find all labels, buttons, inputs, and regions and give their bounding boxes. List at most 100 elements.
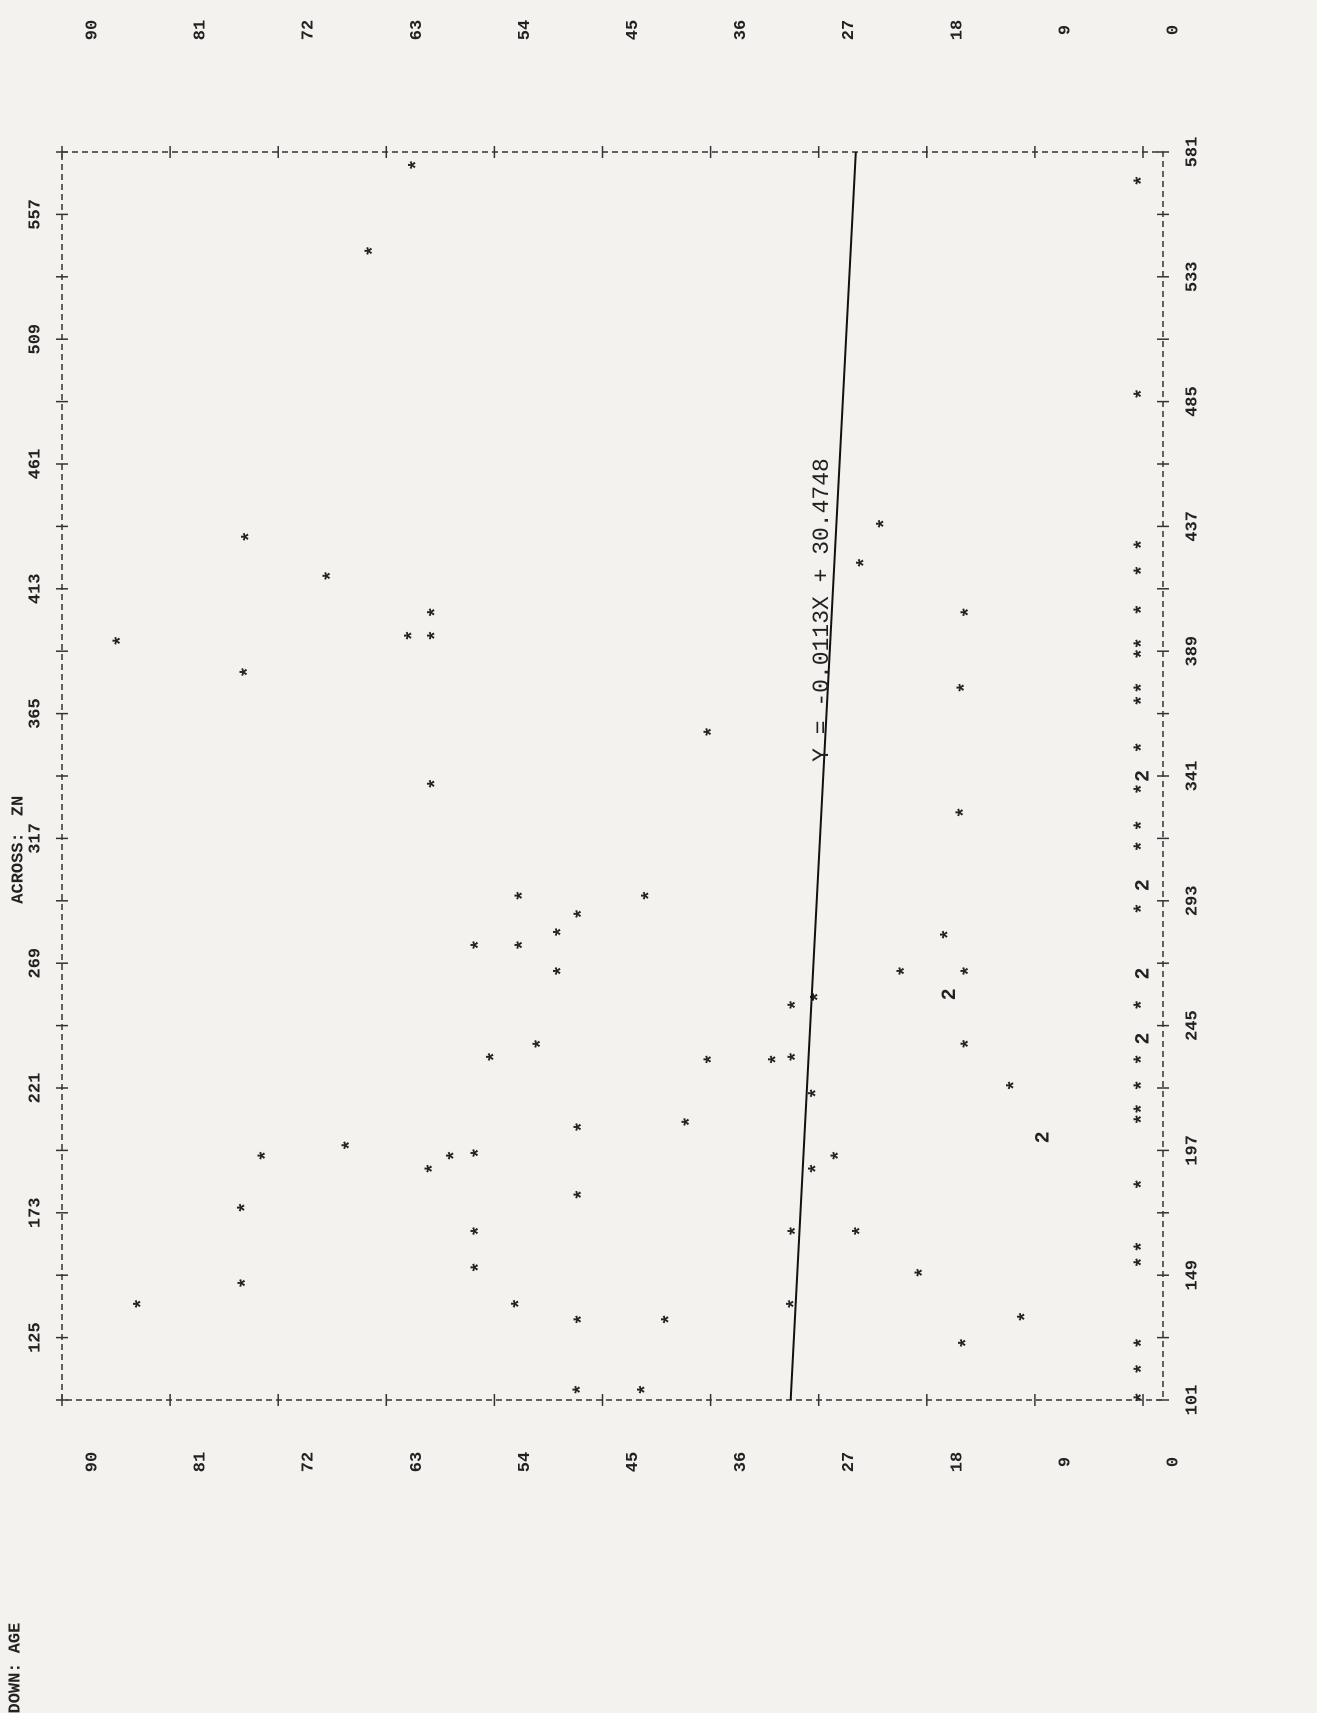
point: * <box>1132 903 1155 915</box>
x-tick-label: 221 <box>26 1073 45 1104</box>
y-tick-label: 72 <box>300 1452 319 1472</box>
point: * <box>1132 682 1155 694</box>
point: * <box>469 1147 492 1159</box>
point: * <box>702 1053 725 1065</box>
point: 2 <box>1132 1033 1155 1045</box>
point: * <box>514 939 537 951</box>
x-tick-label: 365 <box>26 698 45 729</box>
point: * <box>485 1051 508 1063</box>
point: * <box>896 965 919 977</box>
chart: ACROSS: ZN DOWN: AGE 1011251491731972212… <box>0 0 1317 1713</box>
x-tick-label: 269 <box>26 948 45 979</box>
y-tick-label: 27 <box>840 1452 859 1472</box>
point: * <box>1132 175 1155 187</box>
x-tick-label: 581 <box>1183 137 1202 168</box>
point: * <box>1132 1079 1155 1091</box>
point: * <box>959 965 982 977</box>
point: * <box>132 1298 155 1310</box>
y-tick-label: 0 <box>1164 1457 1183 1467</box>
point: * <box>445 1150 468 1162</box>
x-tick-label: 101 <box>1183 1385 1202 1416</box>
point: * <box>1132 1178 1155 1190</box>
point: * <box>573 908 596 920</box>
x-tick-label: 317 <box>26 823 45 854</box>
point: * <box>956 682 979 694</box>
x-tick-label: 461 <box>26 449 45 480</box>
point: * <box>510 1298 533 1310</box>
point: * <box>1132 637 1155 649</box>
y-tick-label: 63 <box>408 1452 427 1472</box>
x-tick-label: 533 <box>1183 261 1202 292</box>
point: * <box>830 1150 853 1162</box>
x-tick-label: 173 <box>26 1197 45 1228</box>
point: * <box>1132 1391 1155 1403</box>
y-tick-label: 54 <box>516 20 535 40</box>
point: * <box>1132 1241 1155 1253</box>
point: * <box>236 1277 259 1289</box>
down-variable: AGE <box>6 1623 25 1654</box>
x-tick-label: 389 <box>1183 636 1202 667</box>
point: * <box>1132 1053 1155 1065</box>
point: * <box>552 926 575 938</box>
x-tick-label: 341 <box>1183 761 1202 792</box>
point: * <box>1005 1079 1028 1091</box>
x-tick-label: 413 <box>26 573 45 604</box>
point: * <box>959 606 982 618</box>
point: * <box>257 1150 280 1162</box>
point: 2 <box>1033 1131 1056 1143</box>
point: * <box>341 1139 364 1151</box>
point: * <box>1132 1103 1155 1115</box>
y-tick-label: 81 <box>192 20 211 40</box>
point: * <box>111 635 134 647</box>
down-label: DOWN: <box>6 1662 25 1713</box>
point: * <box>939 929 962 941</box>
point: * <box>807 1087 830 1099</box>
y-tick-label: 45 <box>624 20 643 40</box>
x-tick-label: 557 <box>26 199 45 230</box>
point: * <box>1132 695 1155 707</box>
point: * <box>426 630 449 642</box>
y-tick-label: 9 <box>1056 1457 1075 1467</box>
point: * <box>573 1313 596 1325</box>
x-tick-label: 293 <box>1183 885 1202 916</box>
y-tick-label: 27 <box>840 20 859 40</box>
point: * <box>239 666 262 678</box>
point: * <box>469 1261 492 1273</box>
point: * <box>660 1313 683 1325</box>
y-tick-label: 36 <box>732 20 751 40</box>
y-tick-label: 90 <box>83 1452 102 1472</box>
point: * <box>1132 819 1155 831</box>
across-variable: ZN <box>9 796 28 816</box>
point: * <box>1016 1311 1039 1323</box>
point: * <box>1132 1337 1155 1349</box>
point: 2 <box>939 988 962 1000</box>
point: * <box>469 1225 492 1237</box>
x-tick-label: 509 <box>26 324 45 355</box>
y-tick-label: 63 <box>408 20 427 40</box>
point: * <box>426 606 449 618</box>
regression-line <box>791 152 856 1400</box>
point: * <box>786 1225 809 1237</box>
y-tick-label: 45 <box>624 1452 643 1472</box>
point: * <box>636 1384 659 1396</box>
y-tick-label: 0 <box>1164 25 1183 35</box>
point: 2 <box>1132 770 1155 782</box>
point: * <box>875 518 898 530</box>
point: * <box>855 557 878 569</box>
point: * <box>1132 1256 1155 1268</box>
point: * <box>1132 565 1155 577</box>
point: * <box>914 1267 937 1279</box>
plot-frame <box>62 152 1163 1400</box>
y-tick-label: 54 <box>516 1452 535 1472</box>
point: * <box>426 778 449 790</box>
point: * <box>681 1116 704 1128</box>
x-tick-label: 149 <box>1183 1260 1202 1291</box>
point: * <box>552 965 575 977</box>
point: * <box>571 1384 594 1396</box>
point: * <box>322 570 345 582</box>
point: * <box>640 890 663 902</box>
x-tick-label: 245 <box>1183 1010 1202 1041</box>
y-tick-label: 36 <box>732 1452 751 1472</box>
point: * <box>807 1163 830 1175</box>
point: * <box>959 1038 982 1050</box>
